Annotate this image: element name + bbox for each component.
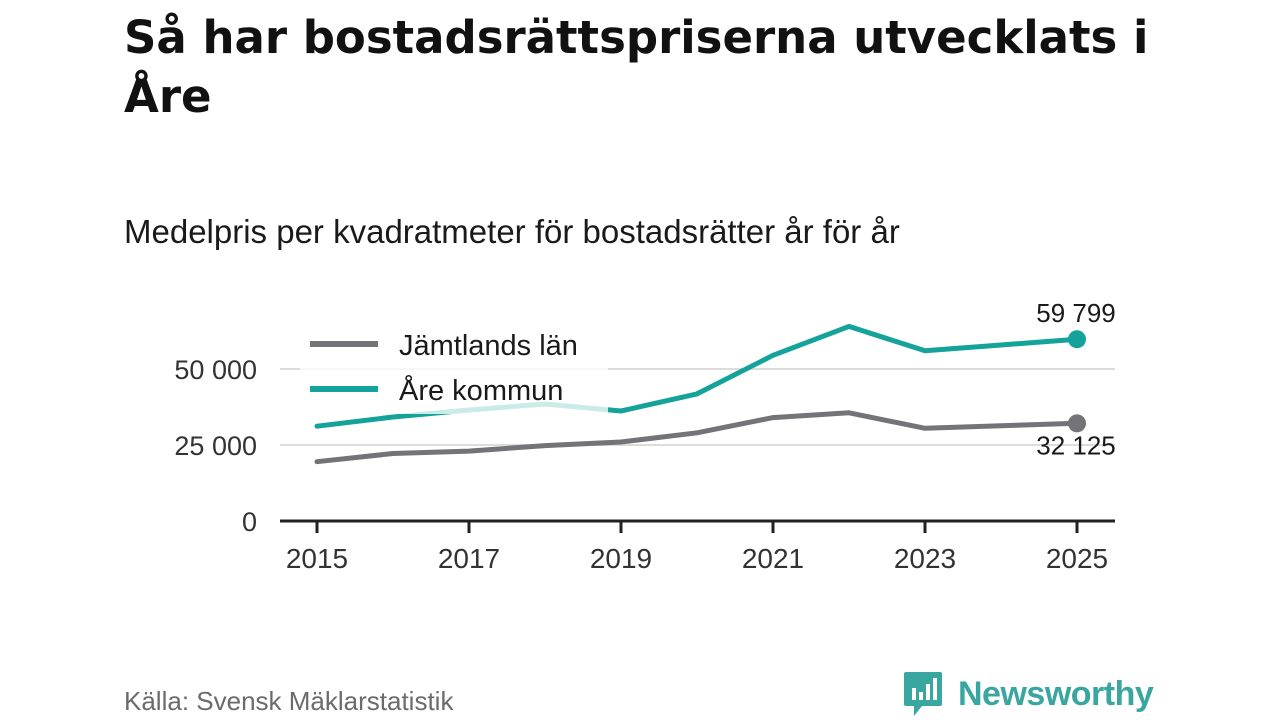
legend-background <box>300 322 608 414</box>
newsworthy-logo-icon <box>904 672 942 716</box>
end-value-label-0: 32 125 <box>1036 430 1116 460</box>
x-tick-label: 2023 <box>894 543 956 574</box>
x-tick-label: 2015 <box>286 543 348 574</box>
legend-label-0: Jämtlands län <box>399 330 578 362</box>
brand-name: Newsworthy <box>958 674 1154 713</box>
x-tick-label: 2025 <box>1046 543 1108 574</box>
source-note: Källa: Svensk Mäklarstatistik <box>124 686 454 716</box>
series-end-dot-1 <box>1068 330 1086 349</box>
series-line-0 <box>314 410 1080 465</box>
series-end-dot-0 <box>1068 414 1086 433</box>
x-axis-ticks: 2015 2017 2019 2021 2023 2025 <box>280 519 1115 574</box>
y-tick-label: 50 000 <box>174 355 257 385</box>
legend: Jämtlands län Åre kommun <box>300 322 608 414</box>
x-tick-label: 2021 <box>742 543 804 574</box>
end-labels: 32 125 59 799 <box>1036 298 1116 460</box>
y-axis-ticks: 0 25 000 50 000 <box>174 355 257 537</box>
y-tick-label: 25 000 <box>174 431 257 461</box>
x-tick-label: 2017 <box>438 543 500 574</box>
x-tick-label: 2019 <box>590 543 652 574</box>
chart-subtitle: Medelpris per kvadratmeter för bostadsrä… <box>124 213 900 250</box>
chart-title: Så har bostadsrättspriserna utvecklats i… <box>124 11 1149 123</box>
y-tick-label: 0 <box>242 507 257 537</box>
brand-logo: Newsworthy <box>902 670 1154 718</box>
legend-label-1: Åre kommun <box>399 374 563 407</box>
end-value-label-1: 59 799 <box>1036 298 1116 328</box>
